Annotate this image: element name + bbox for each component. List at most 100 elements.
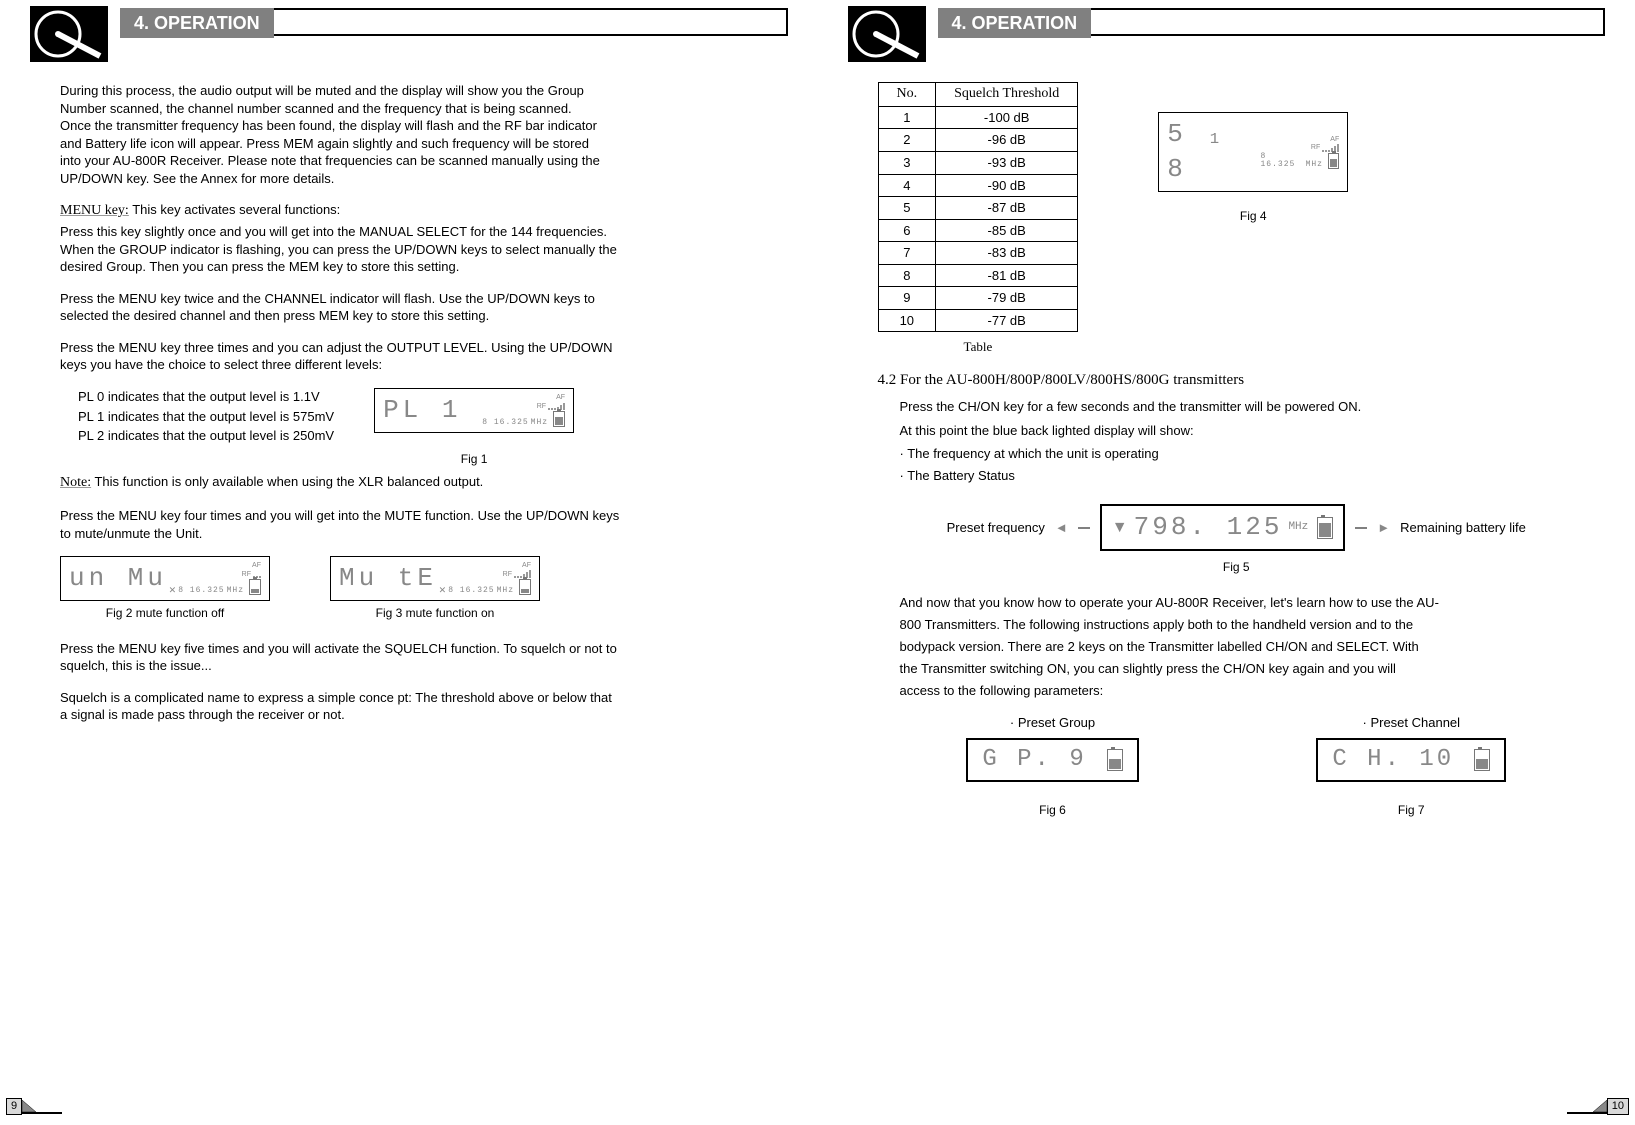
arrow-left-icon: ◄: [1055, 519, 1068, 537]
table-row: 8-81 dB: [878, 264, 1078, 287]
table-row: 9-79 dB: [878, 287, 1078, 310]
table-header-threshold: Squelch Threshold: [936, 83, 1078, 107]
section-header: 4. OPERATION: [30, 6, 788, 62]
fig1-caption: Fig 1: [374, 451, 574, 467]
table-row: 7-83 dB: [878, 242, 1078, 265]
fig1-af: AF: [556, 394, 565, 401]
table-row: 1-100 dB: [878, 106, 1078, 129]
tx-bullet-2: The Battery Status: [900, 467, 1596, 485]
table-cell-no: 8: [878, 264, 936, 287]
fig6-col: Preset Group G P. 9 Fig 6: [966, 712, 1138, 818]
table-row: 5-87 dB: [878, 197, 1078, 220]
subsection-heading: 4.2 For the AU-800H/800P/800LV/800HS/800…: [878, 370, 1596, 390]
fig4-wrap: 5 ₁ 8 AF RF 8 16.325: [1158, 112, 1348, 224]
fig2-caption: Fig 2 mute function off: [60, 605, 270, 621]
fig4-unit: MHz: [1306, 161, 1323, 169]
battery-icon: [553, 411, 565, 427]
fig4-rf: RF: [1311, 144, 1320, 151]
note-line: Note: This function is only available wh…: [60, 473, 778, 493]
battery-icon: [1317, 517, 1333, 539]
table-cell-threshold: -87 dB: [936, 197, 1078, 220]
fig6-lcd: G P. 9: [966, 738, 1138, 782]
fig7-lcd: C H. 10: [1316, 738, 1506, 782]
squelch-p1: Press the MENU key five times and you wi…: [60, 640, 620, 675]
fig3-unit: MHz: [497, 587, 514, 595]
table-cell-threshold: -83 dB: [936, 242, 1078, 265]
fig4-caption: Fig 4: [1158, 208, 1348, 224]
antenna-icon: ▼: [1112, 517, 1128, 539]
table-cell-threshold: -81 dB: [936, 264, 1078, 287]
gauge-icon: [848, 6, 926, 62]
tx-bullet-1: The frequency at which the unit is opera…: [900, 445, 1596, 463]
squelch-p2: Squelch is a complicated name to express…: [60, 689, 620, 724]
preset-group-label: Preset Group: [966, 714, 1138, 732]
table-cell-no: 9: [878, 287, 936, 310]
fig5-unit: MHz: [1288, 520, 1308, 535]
squelch-table-wrap: No. Squelch Threshold 1-100 dB2-96 dB3-9…: [878, 82, 1079, 356]
fig5-value: 798. 125: [1134, 510, 1283, 545]
table-cell-threshold: -100 dB: [936, 106, 1078, 129]
fig2-af: AF: [252, 562, 261, 569]
menu-key-intro: This key activates several functions:: [129, 202, 340, 217]
page-left: 4. OPERATION During this process, the au…: [0, 0, 818, 1125]
fig1-unit: MHz: [531, 419, 548, 427]
battery-icon: [1474, 749, 1490, 771]
tx-p1: Press the CH/ON key for a few seconds an…: [900, 398, 1596, 416]
pl-level-0: PL 0 indicates that the output level is …: [78, 388, 334, 406]
fig1-freq: 8 16.325: [482, 419, 528, 427]
fig1-wrap: PL 1 AF RF 8 16.325: [374, 388, 574, 467]
table-row: 2-96 dB: [878, 129, 1078, 152]
page-number-left: 9: [6, 1098, 62, 1115]
page-right: 4. OPERATION No. Squelch Threshold 1-100…: [818, 0, 1635, 1125]
closing-paragraph: And now that you know how to operate you…: [878, 592, 1440, 702]
battery-icon: [1328, 153, 1339, 169]
section-title: 4. OPERATION: [120, 8, 274, 38]
pl-levels-list: PL 0 indicates that the output level is …: [60, 388, 334, 447]
table-cell-no: 6: [878, 219, 936, 242]
table-cell-threshold: -77 dB: [936, 309, 1078, 332]
signal-bars-icon: [1322, 144, 1339, 152]
table-header-no: No.: [878, 83, 936, 107]
battery-icon: [519, 579, 531, 595]
fig5-right-label: Remaining battery life: [1400, 519, 1526, 537]
note-label: Note:: [60, 475, 91, 490]
intro-paragraph: During this process, the audio output wi…: [60, 82, 600, 187]
section-title-outline: [1091, 8, 1605, 36]
fig4-main: 5 ₁ 8: [1167, 117, 1260, 187]
menu-key-block: MENU key: This key activates several fun…: [60, 201, 620, 276]
table-cell-no: 1: [878, 106, 936, 129]
fig2-freq: 8 16.325: [178, 587, 224, 595]
fig5-lcd: ▼ 798. 125 MHz: [1100, 504, 1345, 551]
tx-p2: At this point the blue back lighted disp…: [900, 422, 1596, 440]
fig1-lcd: PL 1 AF RF 8 16.325: [374, 388, 574, 433]
page-num-decor-icon: [1567, 1100, 1607, 1114]
table-cell-no: 3: [878, 151, 936, 174]
note-text: This function is only available when usi…: [91, 474, 483, 489]
fig3-freq: 8 16.325: [448, 587, 494, 595]
table-row: 3-93 dB: [878, 151, 1078, 174]
fig3-main: Mu tE: [339, 561, 437, 596]
fig4-freq: 8 16.325: [1260, 153, 1303, 169]
fig2-rf: RF: [242, 571, 251, 578]
menu-key-p3: Press the MENU key three times and you c…: [60, 339, 620, 374]
table-cell-no: 5: [878, 197, 936, 220]
section-header: 4. OPERATION: [848, 6, 1606, 62]
fig3-af: AF: [522, 562, 531, 569]
fig7-main: C H. 10: [1332, 744, 1454, 776]
mute-icon: ✕: [439, 586, 447, 595]
menu-key-p2: Press the MENU key twice and the CHANNEL…: [60, 290, 630, 325]
table-cell-threshold: -90 dB: [936, 174, 1078, 197]
table-row: 10-77 dB: [878, 309, 1078, 332]
fig2-wrap: un Mu AF RF ✕ 8 16.325: [60, 556, 270, 621]
fig5-row: Preset frequency ◄ ▼ 798. 125 MHz ► Rema…: [878, 504, 1596, 551]
fig6-caption: Fig 6: [966, 802, 1138, 818]
table-cell-threshold: -79 dB: [936, 287, 1078, 310]
fig5-caption: Fig 5: [878, 559, 1596, 575]
table-row: 4-90 dB: [878, 174, 1078, 197]
section-title: 4. OPERATION: [938, 8, 1092, 38]
page-num-decor-icon: [22, 1100, 62, 1114]
page-number-right: 10: [1567, 1098, 1629, 1115]
table-cell-threshold: -93 dB: [936, 151, 1078, 174]
mute-icon: ✕: [169, 586, 177, 595]
table-cell-threshold: -96 dB: [936, 129, 1078, 152]
